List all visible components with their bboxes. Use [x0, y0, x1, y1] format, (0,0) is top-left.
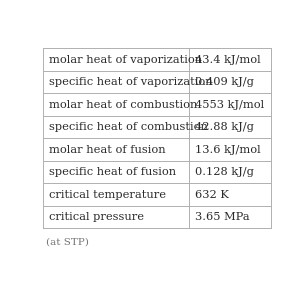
Text: 43.4 kJ/mol: 43.4 kJ/mol [195, 55, 260, 65]
Text: molar heat of fusion: molar heat of fusion [49, 145, 166, 155]
Text: critical pressure: critical pressure [49, 212, 144, 222]
Text: 0.128 kJ/g: 0.128 kJ/g [195, 167, 254, 177]
Text: specific heat of combustion: specific heat of combustion [49, 122, 208, 132]
Text: 0.409 kJ/g: 0.409 kJ/g [195, 77, 254, 87]
Text: 4553 kJ/mol: 4553 kJ/mol [195, 100, 264, 110]
Text: molar heat of vaporization: molar heat of vaporization [49, 55, 202, 65]
Text: 42.88 kJ/g: 42.88 kJ/g [195, 122, 254, 132]
Text: 13.6 kJ/mol: 13.6 kJ/mol [195, 145, 260, 155]
Text: molar heat of combustion: molar heat of combustion [49, 100, 198, 110]
Text: (at STP): (at STP) [46, 237, 89, 246]
Text: specific heat of vaporization: specific heat of vaporization [49, 77, 213, 87]
Text: specific heat of fusion: specific heat of fusion [49, 167, 176, 177]
Text: critical temperature: critical temperature [49, 190, 166, 200]
Text: 3.65 MPa: 3.65 MPa [195, 212, 249, 222]
Text: 632 K: 632 K [195, 190, 229, 200]
